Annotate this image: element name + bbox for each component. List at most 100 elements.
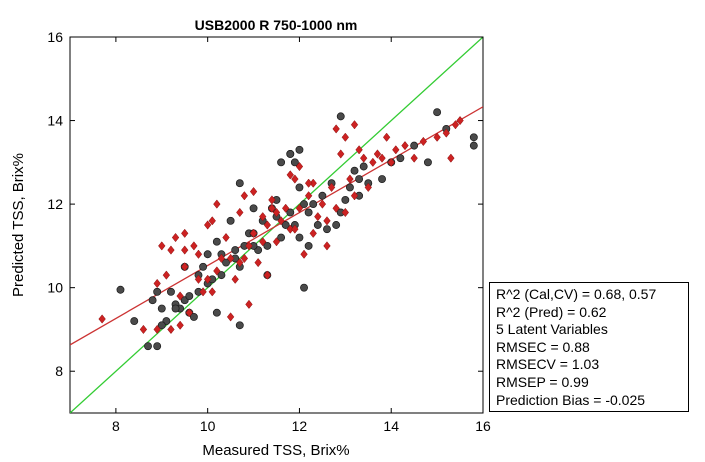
data-point-diamond	[447, 153, 455, 163]
data-point-circle	[350, 166, 359, 175]
data-point-diamond	[240, 253, 249, 264]
data-point-diamond	[350, 191, 359, 201]
data-point-diamond	[364, 182, 372, 193]
data-point-diamond	[295, 203, 304, 213]
data-point-diamond	[378, 153, 386, 163]
data-point-diamond	[314, 212, 322, 222]
data-point-diamond	[268, 203, 276, 213]
data-point-diamond	[304, 191, 313, 201]
data-point-diamond	[236, 207, 244, 218]
legend-item-r2-cal-cv: R^2 (Cal,CV) = 0.68, 0.57	[496, 286, 657, 302]
data-point-diamond	[332, 203, 340, 213]
data-point-diamond	[291, 174, 299, 184]
data-point-diamond	[185, 308, 193, 318]
data-point-circle	[157, 321, 166, 330]
data-point-diamond	[419, 136, 428, 147]
data-point-circle	[231, 246, 240, 255]
data-point-circle	[295, 183, 304, 192]
data-point-circle	[203, 250, 212, 259]
data-point-circle	[222, 258, 230, 267]
data-point-diamond	[360, 153, 368, 163]
data-point-circle	[286, 150, 295, 158]
data-point-diamond	[217, 253, 226, 264]
data-point-circle	[153, 287, 162, 296]
data-point-circle	[277, 233, 286, 242]
data-point-diamond	[98, 314, 106, 324]
legend-item-prediction-bias: Prediction Bias = -0.025	[496, 391, 646, 408]
data-point-diamond	[181, 262, 189, 272]
data-point-diamond	[249, 228, 258, 238]
data-point-diamond	[213, 199, 221, 209]
data-point-diamond	[451, 120, 460, 130]
data-point-diamond	[167, 245, 175, 255]
legend-item-r2-pred: R^2 (Pred) = 0.62	[496, 303, 607, 320]
data-point-diamond	[167, 324, 175, 335]
data-point-circle	[217, 271, 226, 280]
data-point-circle	[171, 304, 180, 313]
data-point-diamond	[171, 232, 180, 243]
data-point-diamond	[337, 149, 345, 159]
y-tick-label: 12	[47, 196, 63, 212]
data-point-diamond	[373, 149, 382, 159]
data-point-diamond	[176, 320, 184, 330]
data-point-diamond	[382, 132, 391, 142]
data-point-diamond	[410, 153, 418, 163]
data-point-circle	[189, 312, 198, 321]
legend-item-rmsecv: RMSECV = 1.03	[496, 356, 600, 373]
data-point-diamond	[295, 161, 304, 172]
data-point-diamond	[226, 253, 235, 264]
data-point-diamond	[341, 132, 350, 142]
data-point-diamond	[254, 257, 262, 268]
data-point-circle	[199, 262, 208, 271]
data-point-diamond	[181, 245, 189, 255]
data-point-diamond	[236, 257, 244, 268]
data-point-circle	[359, 162, 368, 171]
data-point-diamond	[259, 237, 267, 247]
data-point-circle	[469, 133, 478, 142]
data-point-circle	[469, 141, 478, 150]
data-point-diamond	[240, 191, 249, 201]
data-point-diamond	[194, 249, 203, 259]
y-axis-label: Predicted TSS, Brix%	[10, 153, 27, 297]
data-point-diamond	[208, 216, 216, 226]
data-point-circle	[410, 141, 419, 150]
data-point-diamond	[263, 220, 272, 230]
data-point-circle	[148, 296, 157, 305]
data-point-circle	[396, 154, 405, 163]
y-tick-label: 8	[55, 363, 63, 379]
data-point-diamond	[153, 324, 161, 335]
data-point-diamond	[139, 324, 148, 335]
data-point-diamond	[245, 299, 253, 309]
data-point-diamond	[194, 274, 203, 284]
data-point-circle	[295, 233, 304, 242]
data-point-diamond	[286, 170, 294, 180]
data-point-circle	[304, 208, 313, 217]
data-point-circle	[332, 221, 341, 229]
data-point-circle	[277, 158, 286, 167]
data-point-circle	[295, 145, 304, 154]
data-point-circle	[116, 285, 125, 294]
legend-item-latent-variables: 5 Latent Variables	[496, 321, 608, 338]
data-point-diamond	[291, 224, 299, 234]
data-point-diamond	[162, 270, 171, 280]
data-point-circle	[157, 304, 166, 313]
data-point-diamond	[387, 157, 395, 167]
data-point-diamond	[203, 220, 212, 230]
data-point-diamond	[249, 186, 258, 197]
x-axis-label: Measured TSS, Brix%	[202, 442, 349, 459]
data-point-diamond	[392, 145, 400, 155]
data-point-circle	[300, 283, 308, 292]
data-point-circle	[318, 191, 327, 200]
data-point-diamond	[442, 128, 450, 138]
data-point-diamond	[304, 178, 313, 188]
data-point-diamond	[332, 124, 340, 134]
data-point-circle	[323, 225, 331, 234]
data-point-diamond	[309, 228, 317, 238]
data-point-circle	[341, 195, 350, 204]
axes-layer: 8 10 12 14 16 8 10 12 14 16	[47, 29, 491, 434]
x-tick-label: 16	[475, 418, 491, 434]
data-point-diamond	[323, 216, 331, 226]
data-point-diamond	[433, 132, 441, 142]
data-point-circle	[167, 287, 175, 296]
data-point-circle	[433, 108, 442, 117]
